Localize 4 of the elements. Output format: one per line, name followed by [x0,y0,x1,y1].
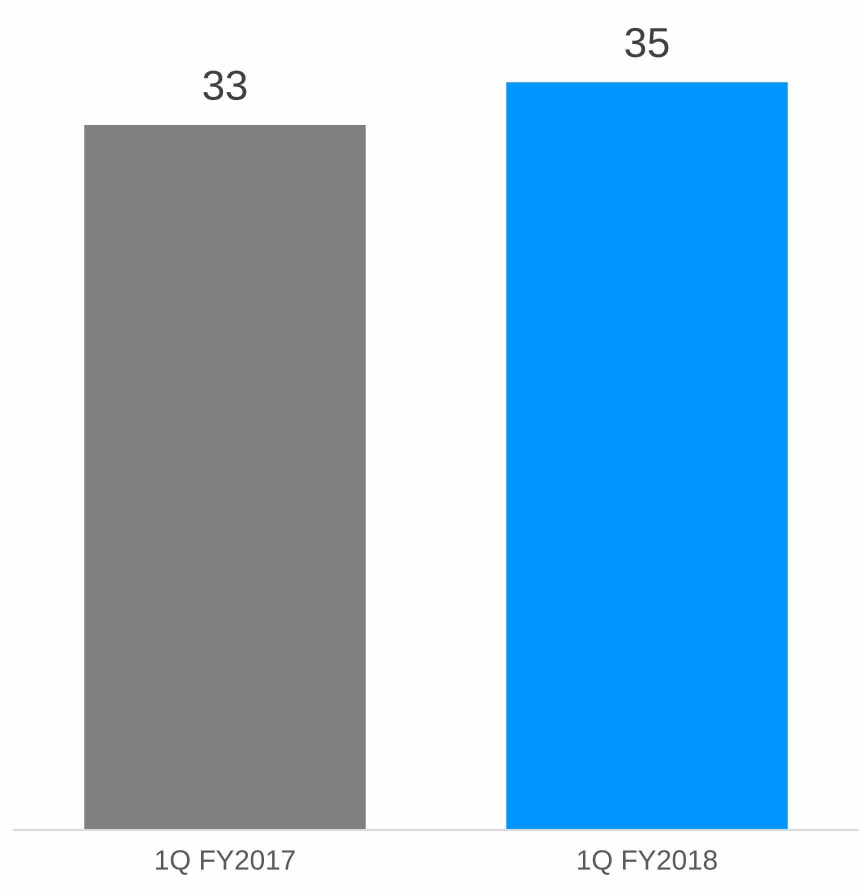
data-label: 33 [203,70,246,100]
x-tick-label: 1Q FY2017 [156,850,295,875]
data-label: 35 [625,28,668,58]
x-tick-label: 1Q FY2018 [578,850,717,875]
